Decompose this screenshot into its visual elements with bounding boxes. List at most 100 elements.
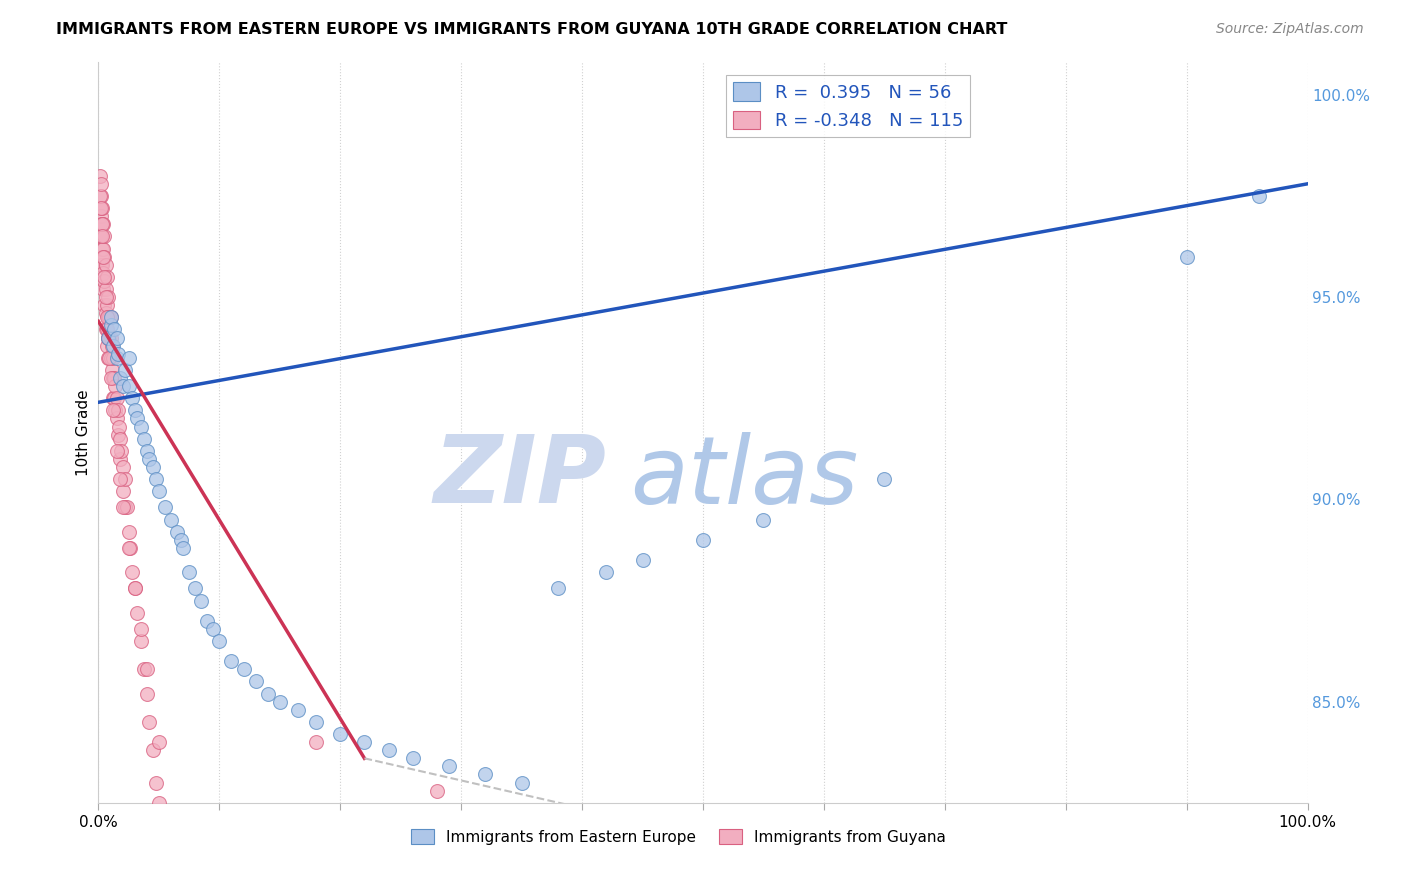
Point (101, 403, 124, 417)
Point (145, 472, 167, 486)
Point (1249, 189, 1271, 203)
Point (474, 767, 496, 781)
Point (160, 513, 183, 527)
Point (153, 500, 176, 515)
Point (195, 614, 218, 628)
Point (169, 533, 191, 547)
Point (118, 541, 141, 555)
Point (118, 351, 141, 365)
Point (97, 330, 120, 344)
Point (93, 229, 115, 244)
Point (1175, 250, 1198, 264)
Point (93, 269, 115, 284)
Point (692, 533, 714, 547)
Point (111, 379, 134, 393)
Point (93, 274, 115, 288)
Text: atlas: atlas (630, 432, 859, 523)
Point (97, 351, 120, 365)
Point (179, 565, 201, 579)
Point (287, 703, 309, 717)
Point (127, 411, 149, 425)
Point (245, 674, 267, 689)
Point (97, 330, 120, 344)
Point (90, 201, 112, 215)
Point (752, 513, 775, 527)
Point (90, 250, 112, 264)
Point (124, 403, 146, 417)
Point (100, 351, 122, 365)
Point (91, 201, 114, 215)
Point (103, 391, 125, 405)
Point (101, 391, 124, 405)
Point (145, 775, 167, 789)
Point (202, 622, 225, 636)
Point (91, 217, 114, 231)
Point (127, 606, 149, 620)
Point (94, 322, 117, 336)
Point (172, 541, 194, 555)
Point (108, 472, 131, 486)
Point (142, 460, 165, 475)
Y-axis label: 10th Grade: 10th Grade (76, 389, 91, 476)
Point (91, 266, 114, 280)
Point (107, 427, 129, 442)
Point (96, 298, 118, 312)
Point (402, 751, 425, 765)
Point (148, 796, 170, 810)
Point (305, 735, 328, 749)
Point (103, 322, 125, 336)
Point (377, 743, 399, 757)
Point (105, 411, 128, 425)
Point (111, 500, 134, 515)
Point (114, 500, 136, 515)
Point (96, 310, 118, 325)
Point (96, 269, 118, 284)
Point (100, 318, 122, 333)
Point (118, 379, 141, 393)
Point (91, 282, 114, 296)
Point (98, 310, 121, 325)
Point (121, 565, 143, 579)
Point (104, 379, 127, 393)
Point (114, 472, 136, 486)
Point (91, 242, 114, 256)
Point (100, 310, 122, 325)
Point (129, 419, 152, 434)
Point (105, 443, 128, 458)
Point (437, 759, 460, 773)
Point (94, 290, 117, 304)
Text: IMMIGRANTS FROM EASTERN EUROPE VS IMMIGRANTS FROM GUYANA 10TH GRADE CORRELATION : IMMIGRANTS FROM EASTERN EUROPE VS IMMIGR… (56, 22, 1008, 37)
Point (100, 310, 122, 325)
Point (98, 330, 121, 344)
Point (138, 714, 160, 729)
Point (329, 727, 352, 741)
Point (105, 351, 128, 365)
Point (160, 848, 183, 863)
Point (93, 250, 115, 264)
Legend: Immigrants from Eastern Europe, Immigrants from Guyana: Immigrants from Eastern Europe, Immigran… (405, 822, 952, 851)
Point (547, 582, 569, 596)
Point (129, 622, 152, 636)
Point (134, 432, 156, 446)
Point (873, 472, 896, 486)
Point (118, 524, 141, 539)
Point (97, 330, 120, 344)
Point (89, 169, 111, 183)
Point (101, 338, 124, 352)
Point (100, 371, 122, 385)
Point (100, 363, 122, 377)
Point (117, 500, 139, 515)
Point (96, 338, 118, 352)
Point (208, 634, 231, 648)
Point (90, 177, 112, 191)
Point (121, 391, 143, 405)
Point (108, 371, 131, 385)
Point (101, 351, 124, 365)
Point (91, 250, 114, 264)
Point (160, 808, 183, 822)
Point (98, 351, 121, 365)
Point (353, 735, 375, 749)
Point (93, 298, 115, 312)
Point (94, 306, 117, 320)
Point (124, 582, 146, 596)
